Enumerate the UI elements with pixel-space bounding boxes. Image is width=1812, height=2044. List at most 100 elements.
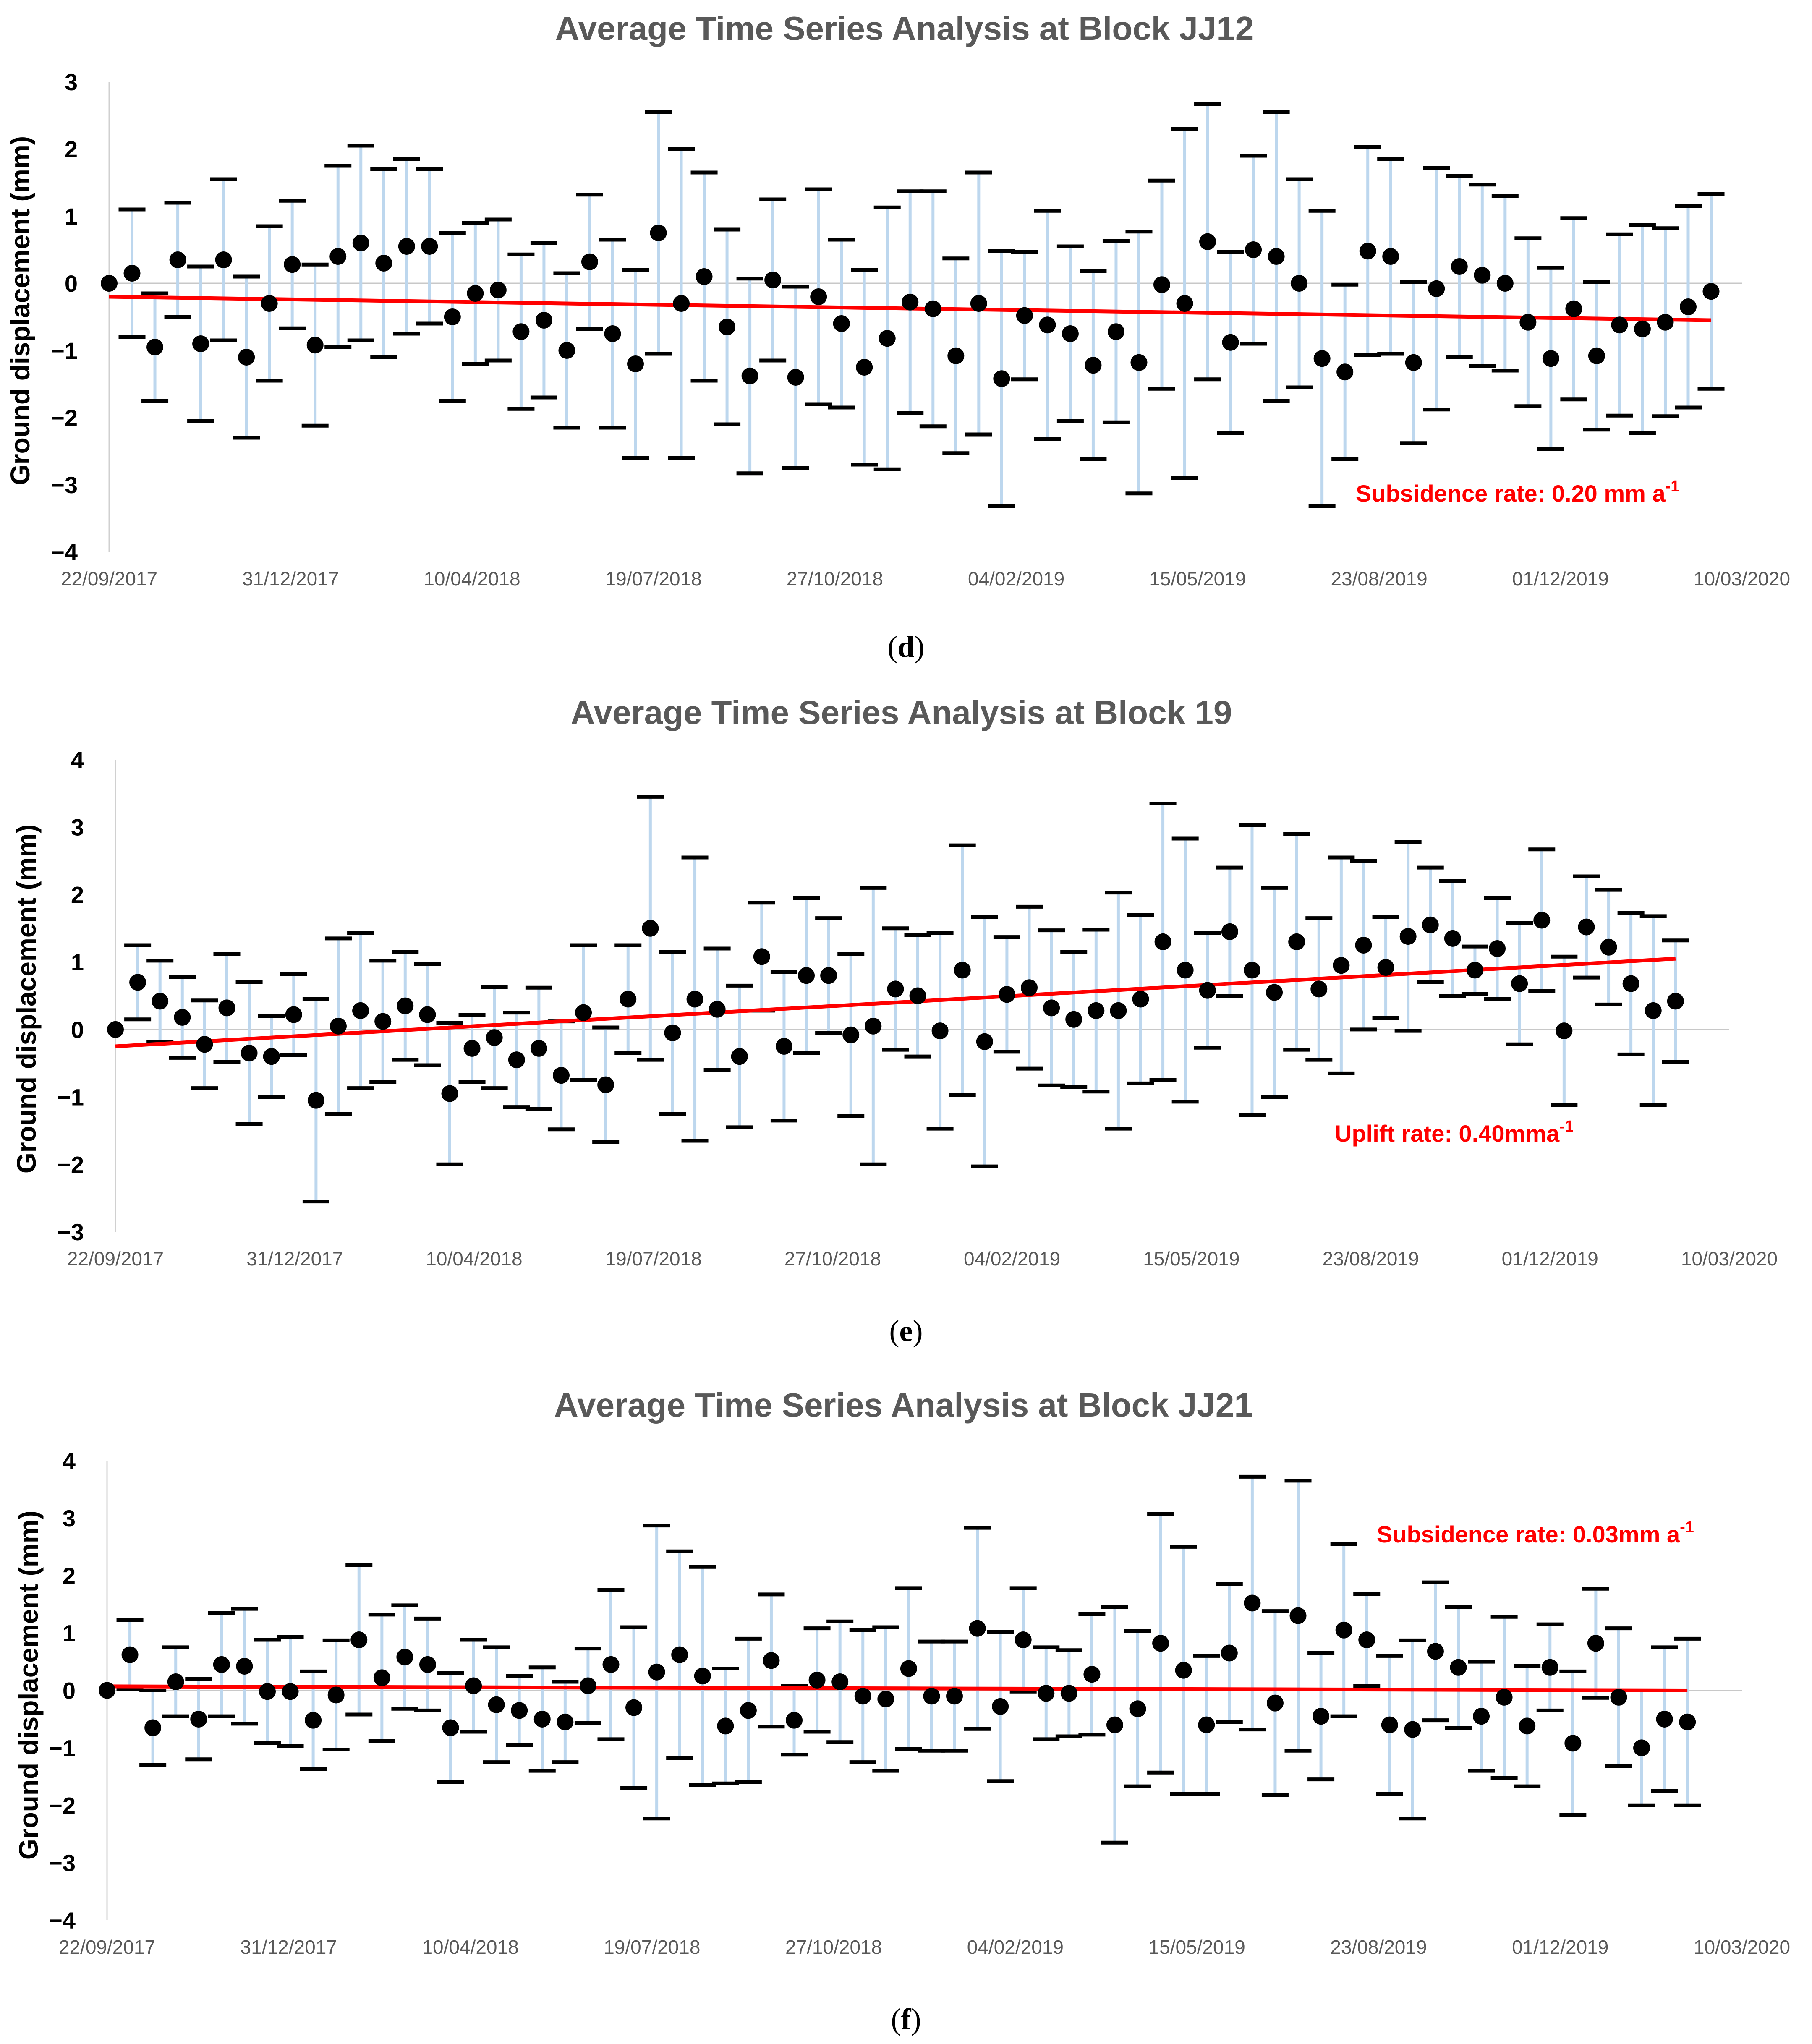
- data-point: [259, 1683, 276, 1700]
- data-point: [1198, 1716, 1215, 1733]
- data-point: [442, 1719, 459, 1736]
- data-point: [511, 1702, 528, 1719]
- chart-title: Average Time Series Analysis at Block 19: [571, 694, 1232, 731]
- data-point: [107, 1021, 124, 1038]
- data-point: [1152, 1635, 1169, 1652]
- data-point: [1473, 1708, 1490, 1725]
- y-tick-label: 2: [63, 1563, 76, 1589]
- data-point: [129, 974, 146, 991]
- data-point: [694, 1668, 711, 1685]
- data-point: [719, 319, 736, 335]
- data-point: [786, 1712, 803, 1729]
- data-point: [512, 323, 530, 340]
- x-tick-label: 23/08/2019: [1330, 1936, 1427, 1958]
- data-point: [579, 1677, 596, 1694]
- data-point: [1085, 357, 1102, 374]
- data-point: [1466, 962, 1483, 979]
- data-point: [575, 1004, 592, 1021]
- data-point: [1541, 1659, 1558, 1676]
- data-point: [284, 256, 301, 273]
- data-point: [123, 265, 141, 282]
- data-point: [350, 1631, 368, 1649]
- data-point: [931, 1022, 949, 1040]
- data-point: [285, 1006, 302, 1023]
- data-point: [1021, 979, 1038, 996]
- data-point: [741, 367, 758, 384]
- data-point: [798, 967, 815, 984]
- data-point: [686, 991, 703, 1008]
- data-point: [398, 238, 415, 255]
- data-point: [190, 1710, 207, 1728]
- y-tick-label: −1: [49, 1735, 76, 1761]
- data-point: [833, 315, 850, 332]
- data-point: [1578, 918, 1595, 936]
- data-point: [856, 359, 873, 376]
- data-point: [1355, 936, 1372, 954]
- data-point: [530, 1040, 547, 1057]
- data-point: [810, 288, 827, 305]
- data-point: [602, 1656, 620, 1673]
- x-tick-label: 27/10/2018: [787, 568, 883, 590]
- data-point: [808, 1671, 826, 1689]
- data-point: [992, 1698, 1009, 1715]
- data-point: [441, 1085, 458, 1102]
- y-tick-label: 0: [63, 1678, 76, 1704]
- data-point: [1336, 363, 1354, 381]
- x-tick-label: 22/09/2017: [59, 1936, 155, 1958]
- data-point: [329, 248, 347, 265]
- y-axis-label: Ground displacement (mm): [13, 1511, 44, 1860]
- data-point: [397, 997, 414, 1014]
- data-point: [1088, 1002, 1105, 1019]
- data-point: [998, 986, 1015, 1003]
- data-point: [664, 1024, 681, 1041]
- rate-annotation-superscript: -1: [1666, 478, 1680, 495]
- y-axis-label: Ground displacement (mm): [5, 136, 35, 485]
- data-point: [486, 1029, 503, 1046]
- data-point: [1335, 1621, 1352, 1639]
- data-point: [263, 1048, 280, 1065]
- x-tick-label: 23/08/2019: [1331, 568, 1427, 590]
- data-point: [1107, 323, 1124, 340]
- rate-annotation: Subsidence rate: 0.03mm a-1: [1377, 1519, 1694, 1547]
- y-tick-label: 3: [65, 69, 78, 95]
- y-tick-label: −3: [51, 472, 78, 498]
- data-point: [146, 339, 164, 355]
- data-point: [1106, 1716, 1123, 1733]
- x-tick-label: 10/03/2020: [1694, 568, 1790, 590]
- data-point: [900, 1660, 917, 1677]
- data-point: [1130, 354, 1148, 371]
- x-tick-label: 10/04/2018: [424, 568, 520, 590]
- data-point: [909, 987, 926, 1004]
- data-point: [831, 1673, 849, 1690]
- data-point: [174, 1009, 191, 1026]
- y-tick-label: −1: [57, 1084, 84, 1111]
- data-point: [305, 1712, 322, 1729]
- x-tick-label: 19/07/2018: [605, 568, 702, 590]
- rate-annotation-superscript: -1: [1680, 1519, 1694, 1536]
- trend-line: [115, 957, 1676, 1048]
- data-point: [625, 1699, 643, 1716]
- data-point: [1177, 962, 1194, 979]
- data-point: [1199, 982, 1216, 999]
- data-point: [1565, 300, 1582, 317]
- data-point: [306, 337, 324, 354]
- data-point: [1451, 258, 1468, 275]
- data-point: [1611, 316, 1628, 334]
- data-point: [1519, 314, 1537, 331]
- x-tick-label: 31/12/2017: [241, 1936, 337, 1958]
- data-point: [196, 1036, 213, 1053]
- y-tick-label: −1: [51, 337, 78, 364]
- data-point: [101, 275, 118, 292]
- data-point: [775, 1038, 792, 1055]
- y-tick-label: −2: [57, 1151, 84, 1178]
- data-point: [947, 347, 965, 364]
- data-point: [1015, 1631, 1032, 1649]
- data-point: [1496, 1689, 1513, 1706]
- x-tick-label: 04/02/2019: [967, 1936, 1064, 1958]
- data-point: [421, 238, 438, 255]
- data-point: [902, 293, 919, 311]
- x-tick-label: 15/05/2019: [1149, 568, 1246, 590]
- x-tick-label: 19/07/2018: [604, 1936, 700, 1958]
- data-point: [1065, 1011, 1082, 1028]
- data-point: [627, 355, 644, 372]
